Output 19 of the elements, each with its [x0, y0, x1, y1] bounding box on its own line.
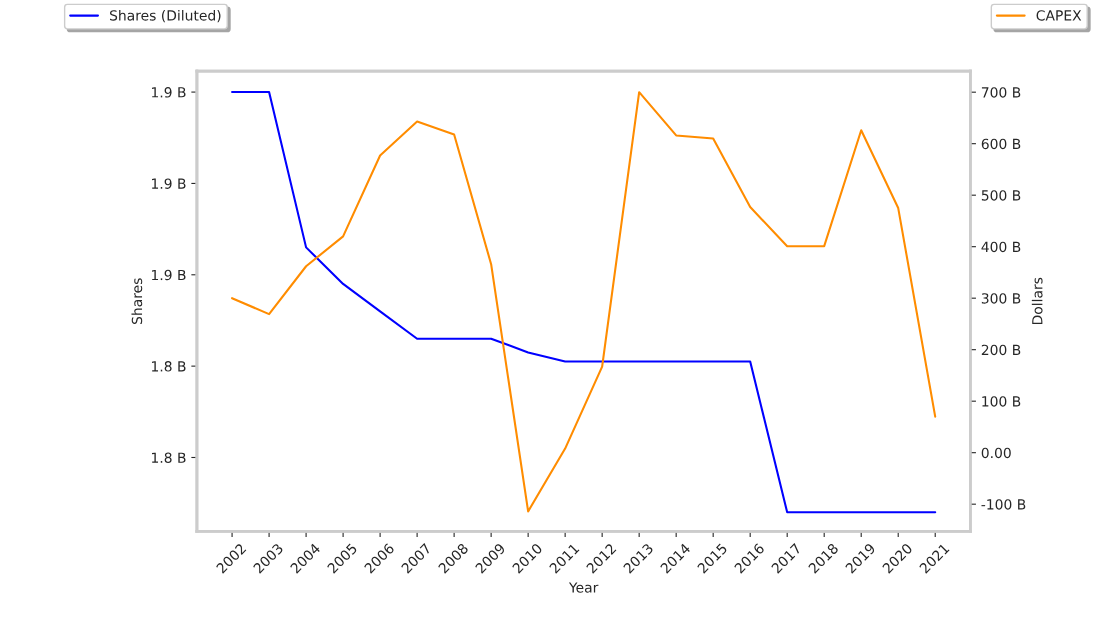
y2-tick-label: 400 B [981, 241, 1021, 253]
y2-tick-label: 100 B [982, 396, 1021, 407]
y2-axis-title: Dollars [1031, 277, 1043, 325]
y-tick-label: 1.9 B [152, 178, 186, 189]
x-axis-title: Year [568, 582, 599, 593]
legend-label: CAPEX [1036, 10, 1082, 21]
y-tick-label: 1.9 B [152, 269, 186, 281]
y2-tick-label: -100 B [981, 499, 1026, 510]
y2-tick-label: 200 B [981, 344, 1021, 356]
y2-tick-label: 500 B [981, 190, 1021, 201]
y2-tick-label: 300 B [981, 293, 1021, 304]
y2-tick-label: 600 B [981, 138, 1021, 150]
y-tick-label: 1.8 B [152, 361, 186, 372]
y-axis-title: Shares [131, 278, 143, 325]
legend-label: Shares (Diluted) [110, 9, 221, 23]
y2-tick-label: 0.00 [981, 447, 1011, 459]
y-tick-label: 1.8 B [152, 452, 186, 463]
y-tick-label: 1.9 B [152, 87, 186, 98]
y2-tick-label: 700 B [981, 87, 1021, 98]
